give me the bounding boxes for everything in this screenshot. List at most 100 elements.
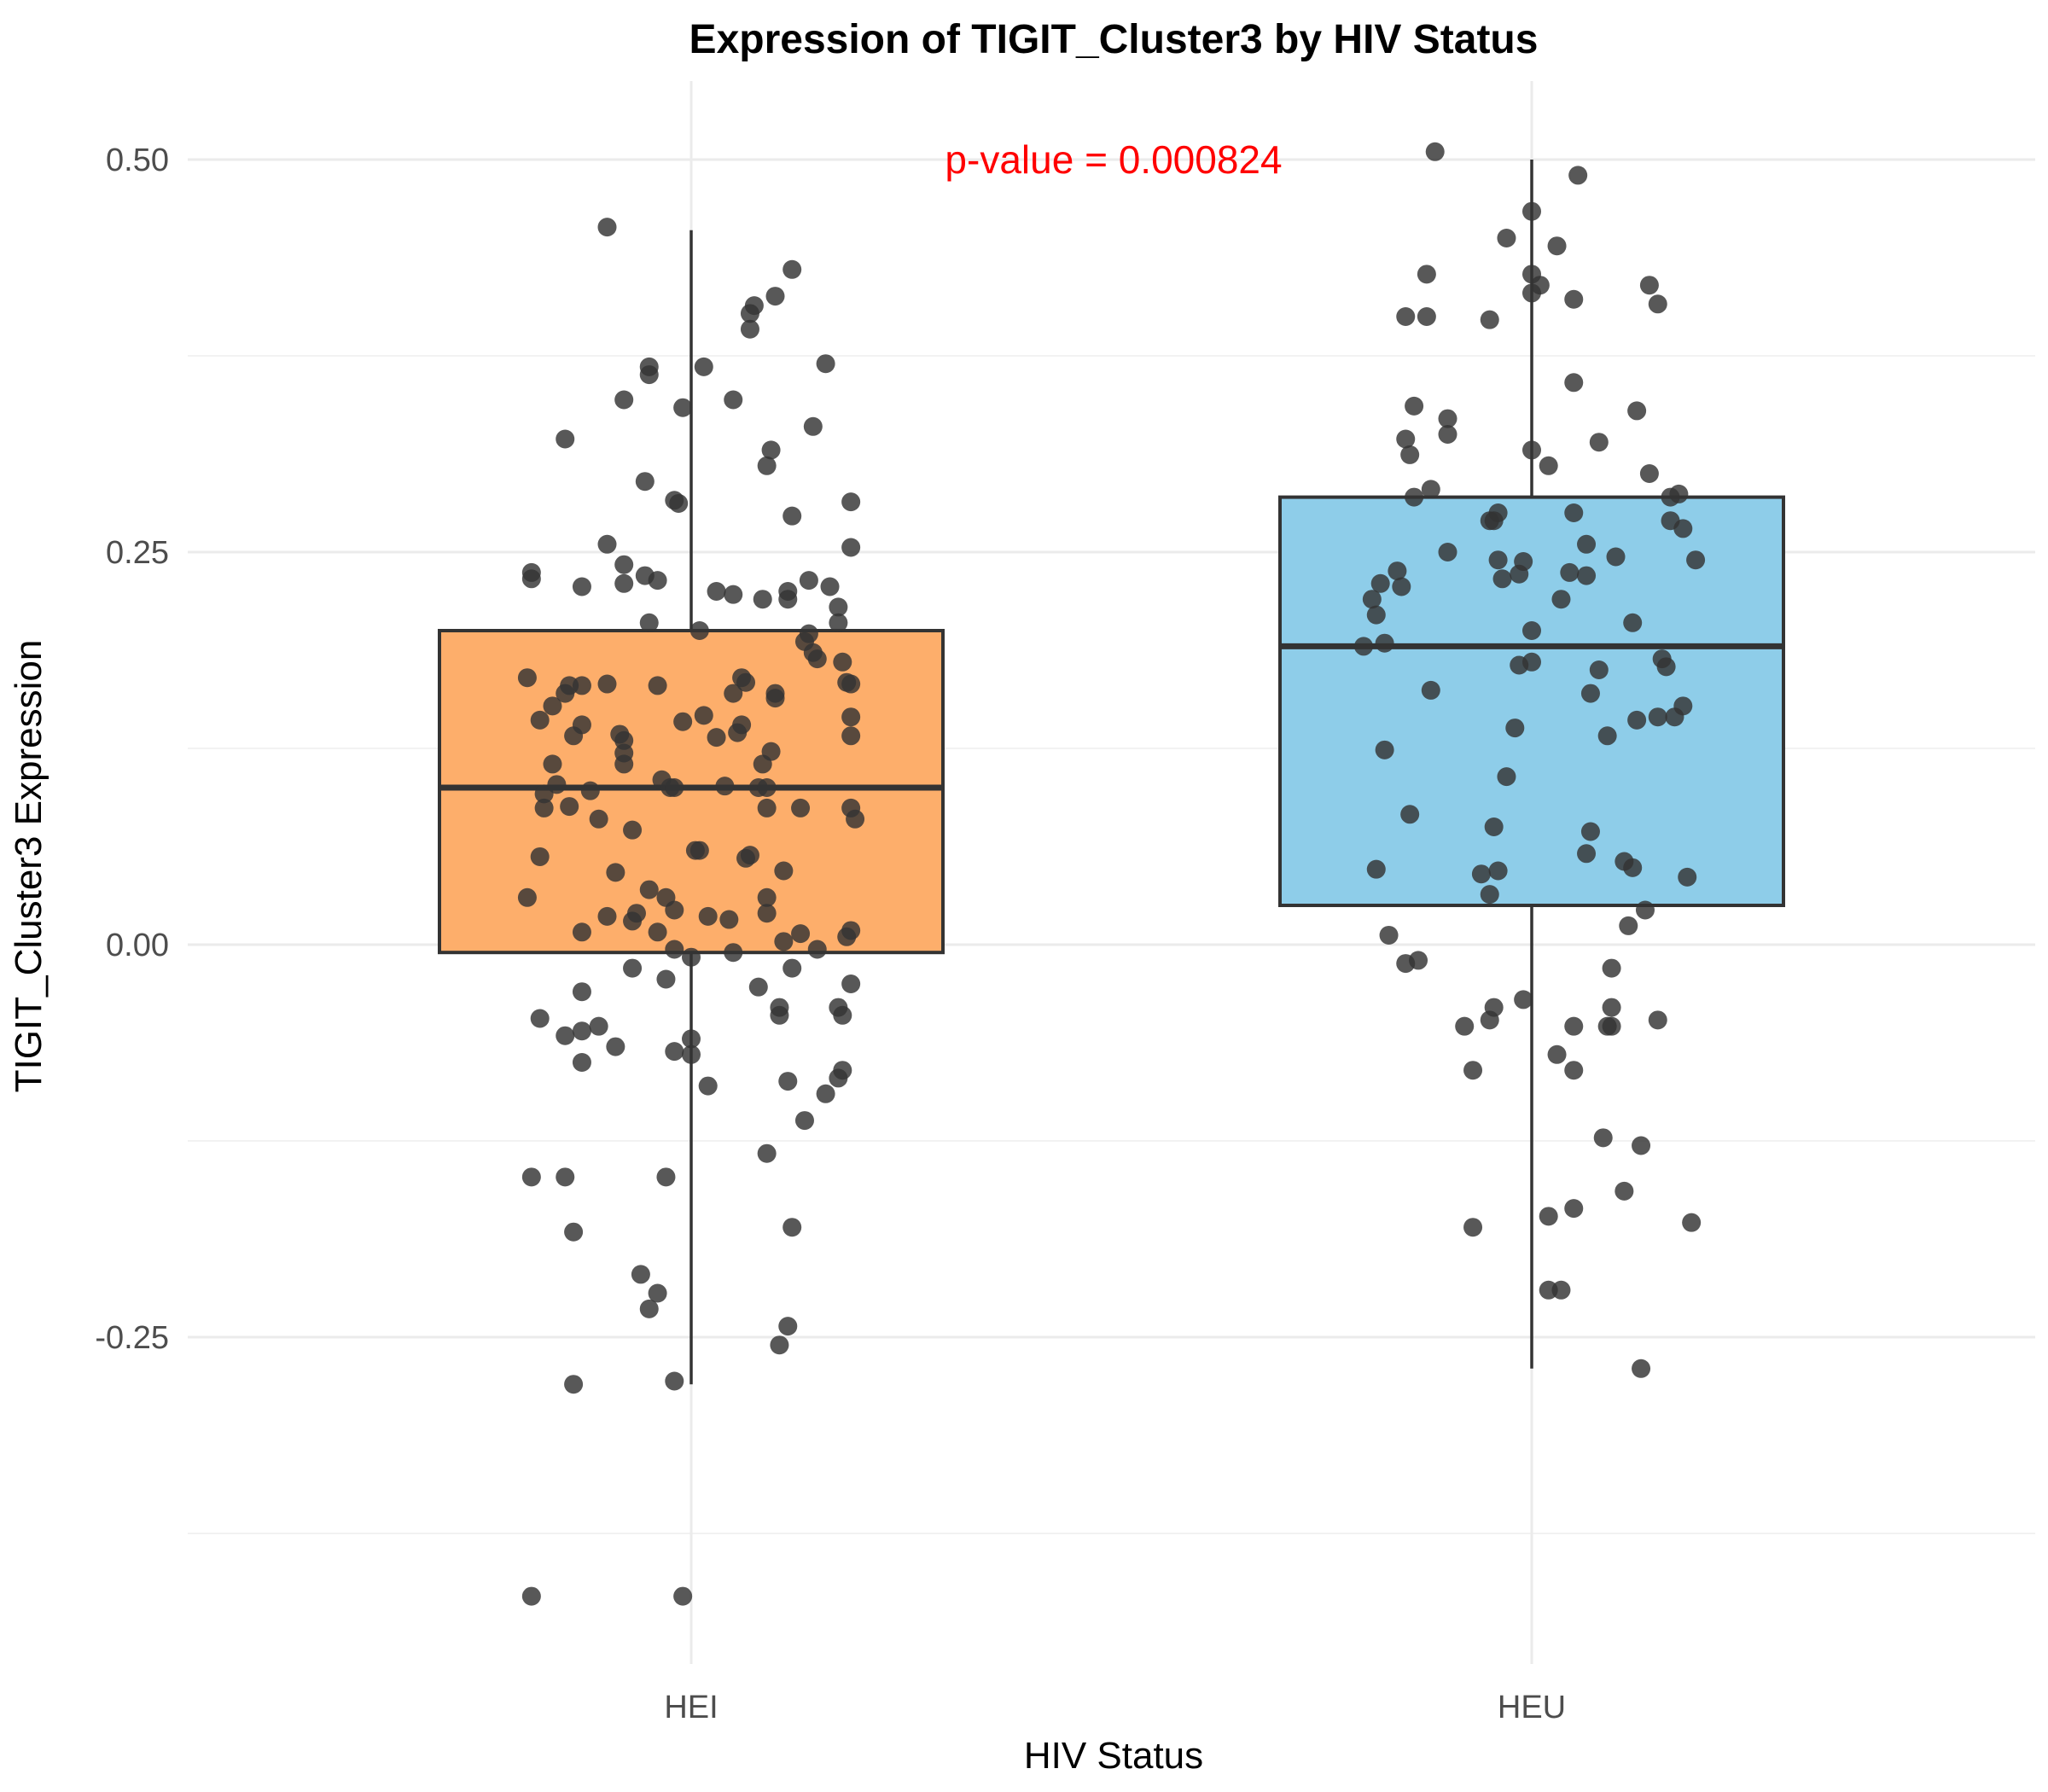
- data-point: [665, 1371, 684, 1391]
- data-point: [1639, 464, 1659, 483]
- data-point: [639, 357, 659, 376]
- data-point: [635, 472, 655, 492]
- data-point: [799, 624, 818, 643]
- data-point: [757, 904, 777, 923]
- data-point: [597, 674, 617, 694]
- data-point: [1488, 503, 1508, 522]
- data-point: [757, 798, 777, 817]
- data-point: [1606, 547, 1626, 567]
- data-point: [1405, 396, 1424, 416]
- data-point: [694, 706, 713, 725]
- data-point: [1497, 767, 1516, 787]
- data-point: [748, 977, 768, 997]
- data-point: [707, 728, 726, 748]
- data-point: [556, 1026, 575, 1045]
- data-point: [517, 887, 537, 907]
- data-point: [1366, 605, 1386, 625]
- data-point: [556, 429, 575, 449]
- y-tick-label: -0.25: [95, 1320, 169, 1356]
- data-point: [770, 1335, 789, 1355]
- data-point: [1539, 456, 1558, 475]
- data-point: [757, 887, 777, 907]
- data-point: [1639, 276, 1659, 295]
- data-point: [724, 684, 743, 703]
- data-point: [1539, 1207, 1558, 1226]
- data-point: [807, 649, 827, 669]
- data-point: [648, 1283, 667, 1303]
- data-point: [1455, 1016, 1475, 1036]
- data-point: [783, 1218, 802, 1237]
- data-point: [689, 841, 709, 860]
- data-point: [1564, 503, 1584, 522]
- data-point: [665, 778, 684, 797]
- data-point: [1580, 684, 1600, 703]
- data-point: [1686, 550, 1706, 570]
- data-point: [1648, 294, 1667, 314]
- data-point: [589, 1016, 608, 1036]
- data-point: [1405, 487, 1424, 507]
- data-point: [1627, 401, 1647, 421]
- data-point: [829, 613, 848, 632]
- data-point: [689, 621, 709, 640]
- data-point: [1623, 858, 1643, 877]
- data-point: [564, 1222, 584, 1242]
- data-point: [1678, 867, 1697, 887]
- data-point: [648, 571, 667, 591]
- x-axis-ticks: HEI HEU: [664, 1690, 1566, 1725]
- data-point: [783, 506, 802, 526]
- data-point: [698, 906, 718, 926]
- data-point: [1522, 621, 1541, 640]
- data-point: [543, 754, 562, 774]
- y-axis-ticks: -0.25 0.00 0.25 0.50: [95, 143, 169, 1356]
- data-point: [1673, 696, 1693, 716]
- box-iqr: [438, 629, 945, 955]
- y-tick-label: 0.25: [106, 535, 169, 571]
- data-point: [724, 585, 743, 604]
- data-point: [783, 259, 802, 279]
- data-point: [753, 590, 772, 609]
- data-point: [656, 969, 676, 989]
- data-point: [698, 1076, 718, 1096]
- data-point: [820, 577, 840, 596]
- data-point: [1425, 142, 1445, 161]
- data-point: [724, 390, 743, 410]
- data-point: [669, 493, 689, 513]
- data-point: [597, 906, 617, 926]
- data-point: [765, 689, 785, 708]
- data-point: [1396, 429, 1416, 449]
- data-point: [744, 296, 764, 316]
- data-point: [1648, 1010, 1667, 1030]
- data-point: [614, 390, 634, 410]
- data-point: [665, 1042, 684, 1062]
- data-point: [623, 958, 643, 978]
- data-point: [1400, 805, 1420, 824]
- data-point: [1564, 373, 1584, 393]
- data-point: [807, 940, 827, 959]
- data-point: [1577, 566, 1597, 585]
- data-point: [547, 775, 567, 794]
- data-point: [543, 696, 562, 716]
- data-point: [1597, 726, 1617, 746]
- data-point: [572, 676, 591, 695]
- data-point: [639, 1299, 659, 1318]
- data-point: [648, 676, 667, 695]
- data-point: [614, 573, 634, 593]
- data-point: [837, 672, 857, 692]
- data-point: [1632, 1136, 1651, 1155]
- data-point: [564, 1375, 584, 1394]
- data-point: [1417, 265, 1436, 284]
- data-point: [1593, 1128, 1613, 1148]
- data-point: [841, 921, 861, 940]
- data-point: [639, 613, 659, 632]
- data-point: [841, 975, 861, 993]
- data-point: [648, 922, 667, 942]
- data-point: [715, 777, 735, 796]
- data-point: [623, 820, 643, 840]
- data-point: [673, 398, 693, 417]
- data-point: [1400, 445, 1420, 464]
- data-point: [1669, 484, 1689, 503]
- data-point: [1530, 276, 1550, 295]
- x-axis-title: HIV Status: [1024, 1735, 1203, 1777]
- data-point: [736, 672, 756, 692]
- data-point: [1484, 817, 1504, 836]
